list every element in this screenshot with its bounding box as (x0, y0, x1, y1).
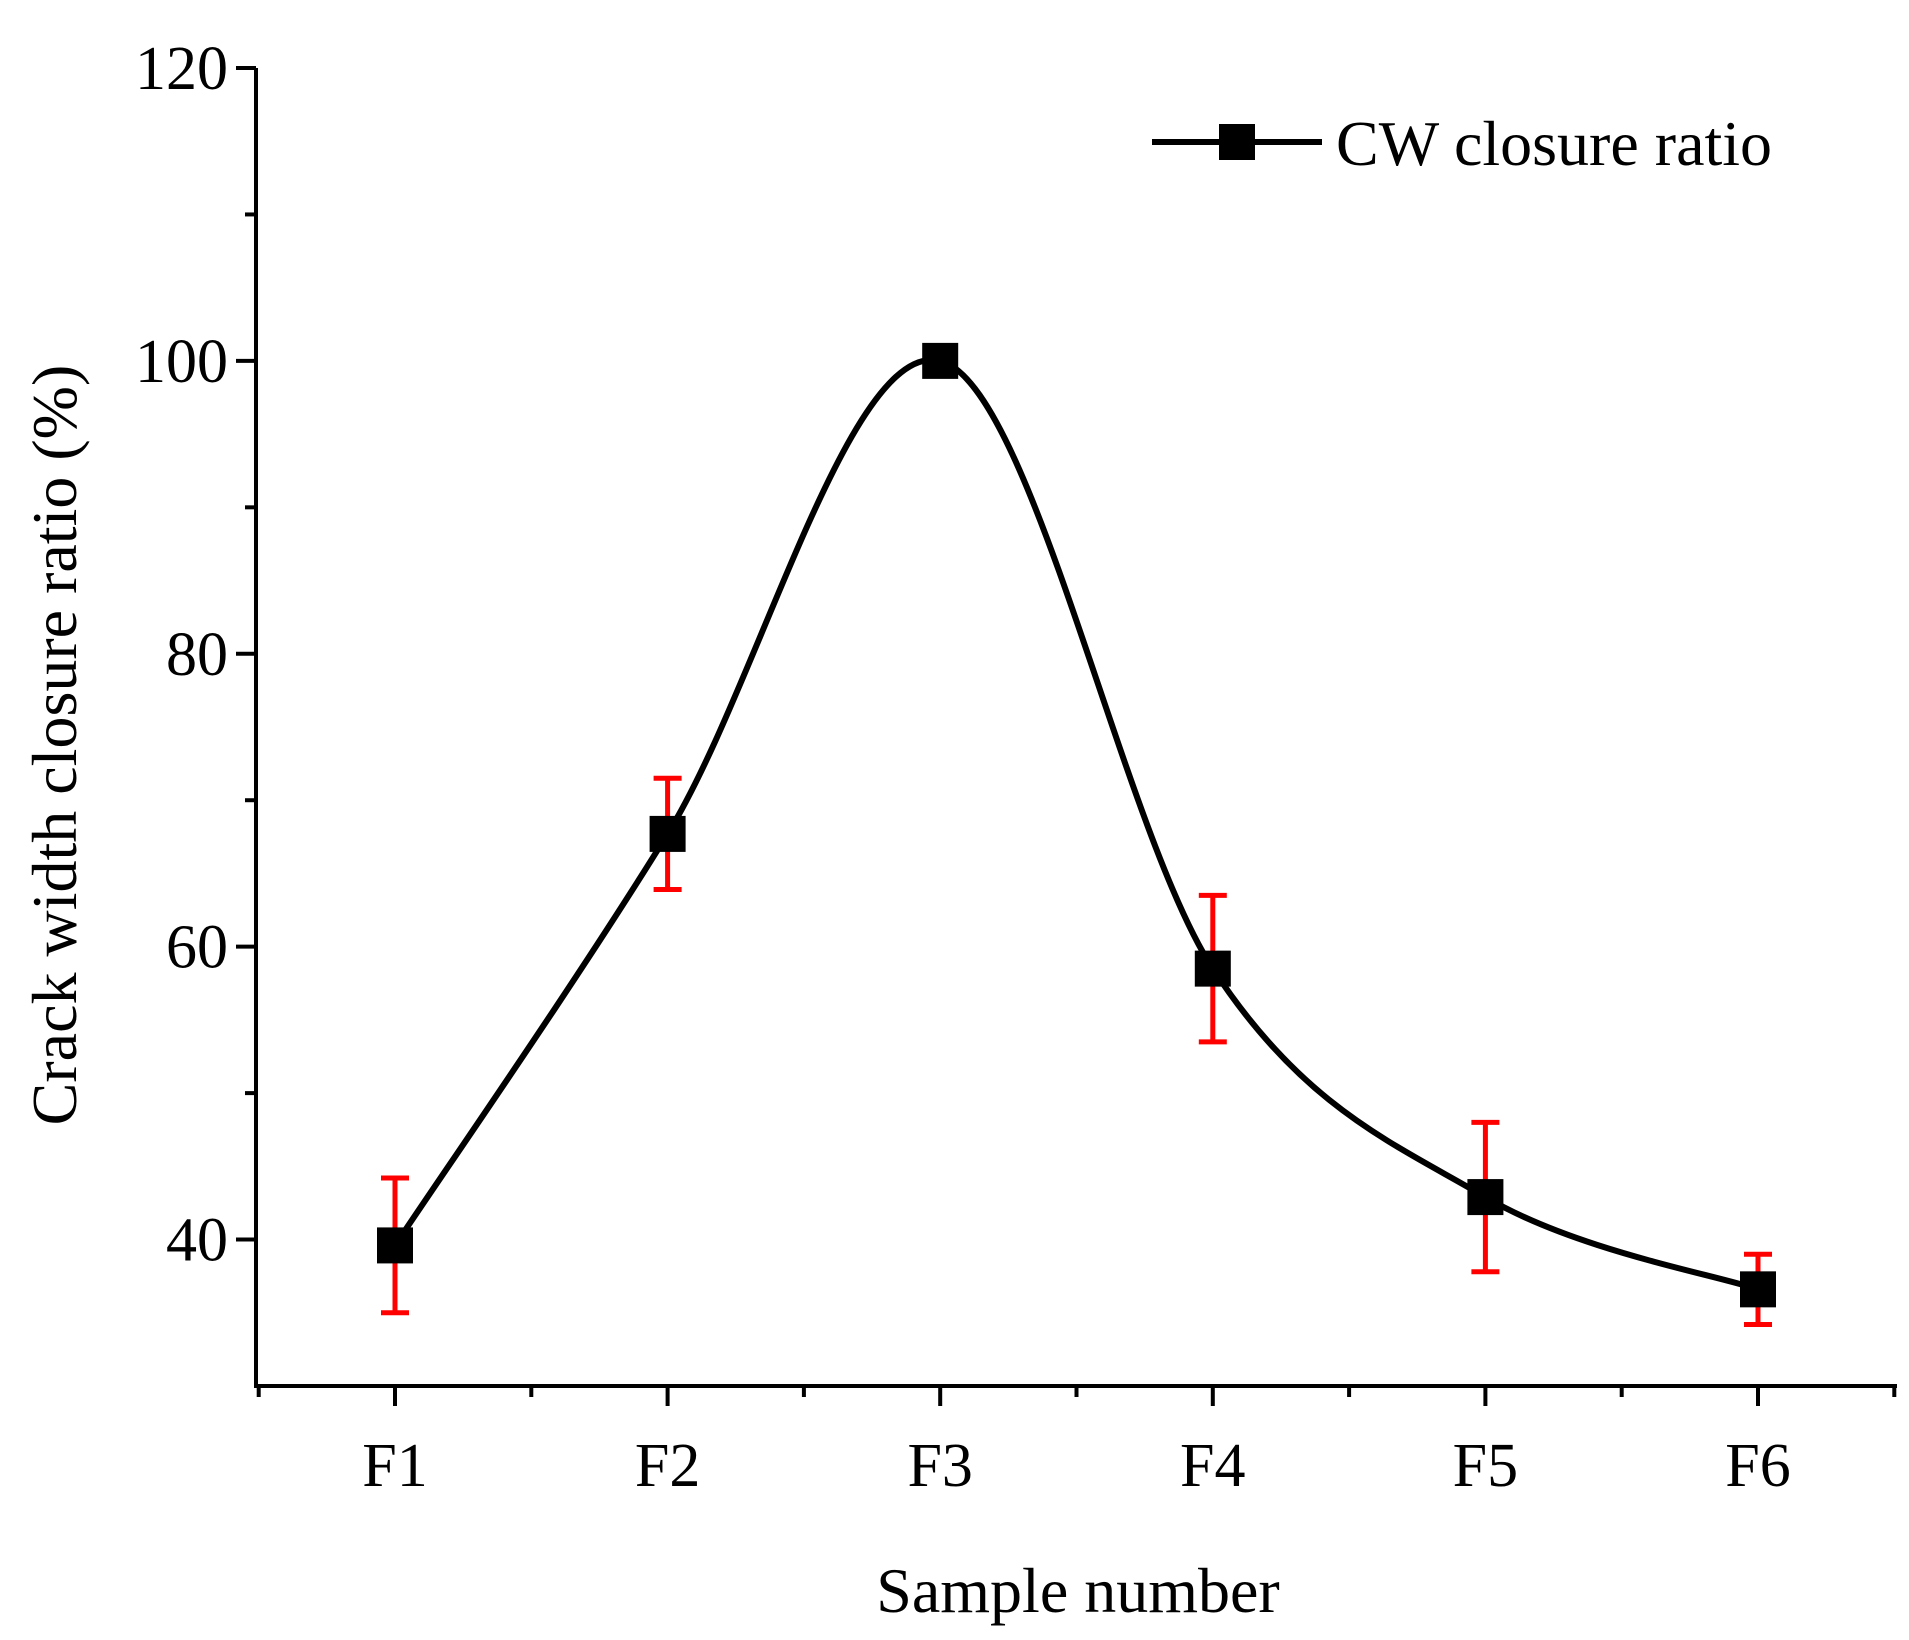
x-tick-label: F2 (635, 1432, 700, 1500)
data-point-marker (1467, 1179, 1504, 1216)
data-point-marker (649, 815, 686, 852)
y-tick-label: 100 (135, 328, 228, 396)
axes (254, 68, 1897, 1388)
data-point-marker (1194, 950, 1231, 987)
y-axis-ticks: 40 60 80 100 120 (135, 35, 256, 1275)
y-tick-label: 120 (135, 35, 228, 103)
x-tick-label: F5 (1453, 1432, 1518, 1500)
x-tick-label: F3 (907, 1432, 972, 1500)
data-point-marker (922, 342, 959, 379)
series-line (392, 356, 1759, 1293)
x-tick-label: F6 (1725, 1432, 1790, 1500)
series-layer (377, 342, 1776, 1327)
data-point-marker (1740, 1271, 1776, 1308)
x-axis-title: Sample number (876, 1555, 1279, 1626)
x-tick-label: F1 (362, 1432, 427, 1500)
legend-label: CW closure ratio (1336, 108, 1772, 179)
x-tick-label: F4 (1180, 1432, 1245, 1500)
y-tick-label: 60 (166, 914, 228, 982)
y-tick-label: 40 (166, 1207, 228, 1275)
x-axis-ticks: F1 F2 F3 F4 F5 F6 (256, 1386, 1897, 1500)
legend: CW closure ratio (1152, 108, 1772, 179)
legend-marker (1219, 124, 1255, 160)
y-tick-label: 80 (166, 621, 228, 689)
y-axis-title: Crack width closure ratio (%) (19, 365, 90, 1126)
data-point-marker (377, 1227, 413, 1264)
